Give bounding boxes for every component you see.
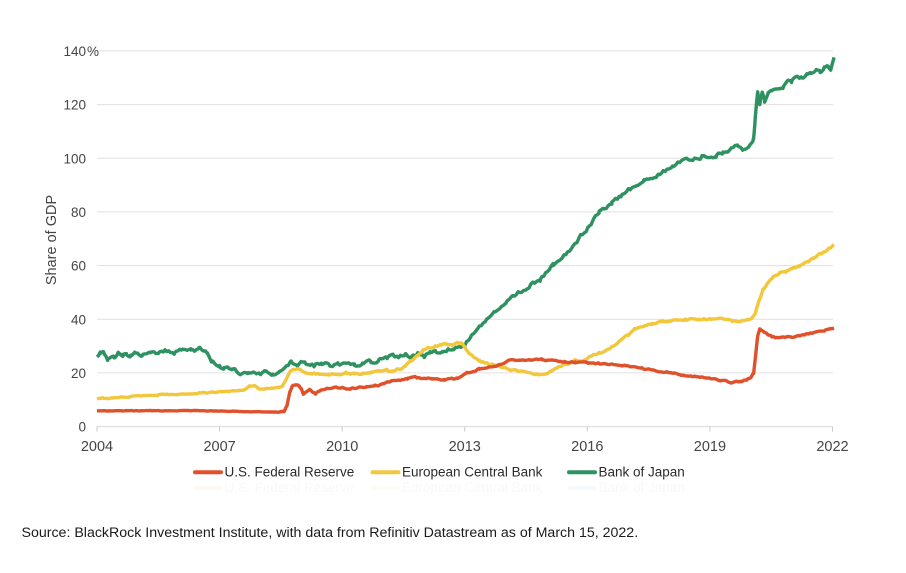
svg-text:140: 140 [63,44,86,59]
svg-text:0: 0 [78,420,86,435]
svg-text:European Central Bank: European Central Bank [402,480,543,495]
svg-text:80: 80 [71,205,86,220]
svg-text:2013: 2013 [449,439,481,455]
svg-text:2022: 2022 [816,439,848,455]
svg-text:2004: 2004 [81,439,113,455]
svg-text:U.S. Federal Reserve: U.S. Federal Reserve [225,480,355,495]
svg-text:2007: 2007 [203,439,235,455]
svg-text:2010: 2010 [326,439,358,455]
svg-text:Bank of Japan: Bank of Japan [599,464,685,479]
svg-text:60: 60 [71,259,86,274]
svg-text:100: 100 [63,151,86,166]
svg-text:European Central Bank: European Central Bank [402,464,543,479]
svg-text:Share of GDP: Share of GDP [44,195,60,285]
svg-text:20: 20 [71,366,86,381]
svg-text:Source: BlackRock Investment I: Source: BlackRock Investment Institute, … [22,525,639,541]
svg-text:%: % [87,44,99,59]
svg-text:U.S. Federal Reserve: U.S. Federal Reserve [225,464,355,479]
svg-text:Bank of Japan: Bank of Japan [599,480,685,495]
svg-text:2016: 2016 [571,439,603,455]
svg-text:2019: 2019 [694,439,726,455]
svg-text:40: 40 [71,312,86,327]
svg-text:120: 120 [63,98,86,113]
